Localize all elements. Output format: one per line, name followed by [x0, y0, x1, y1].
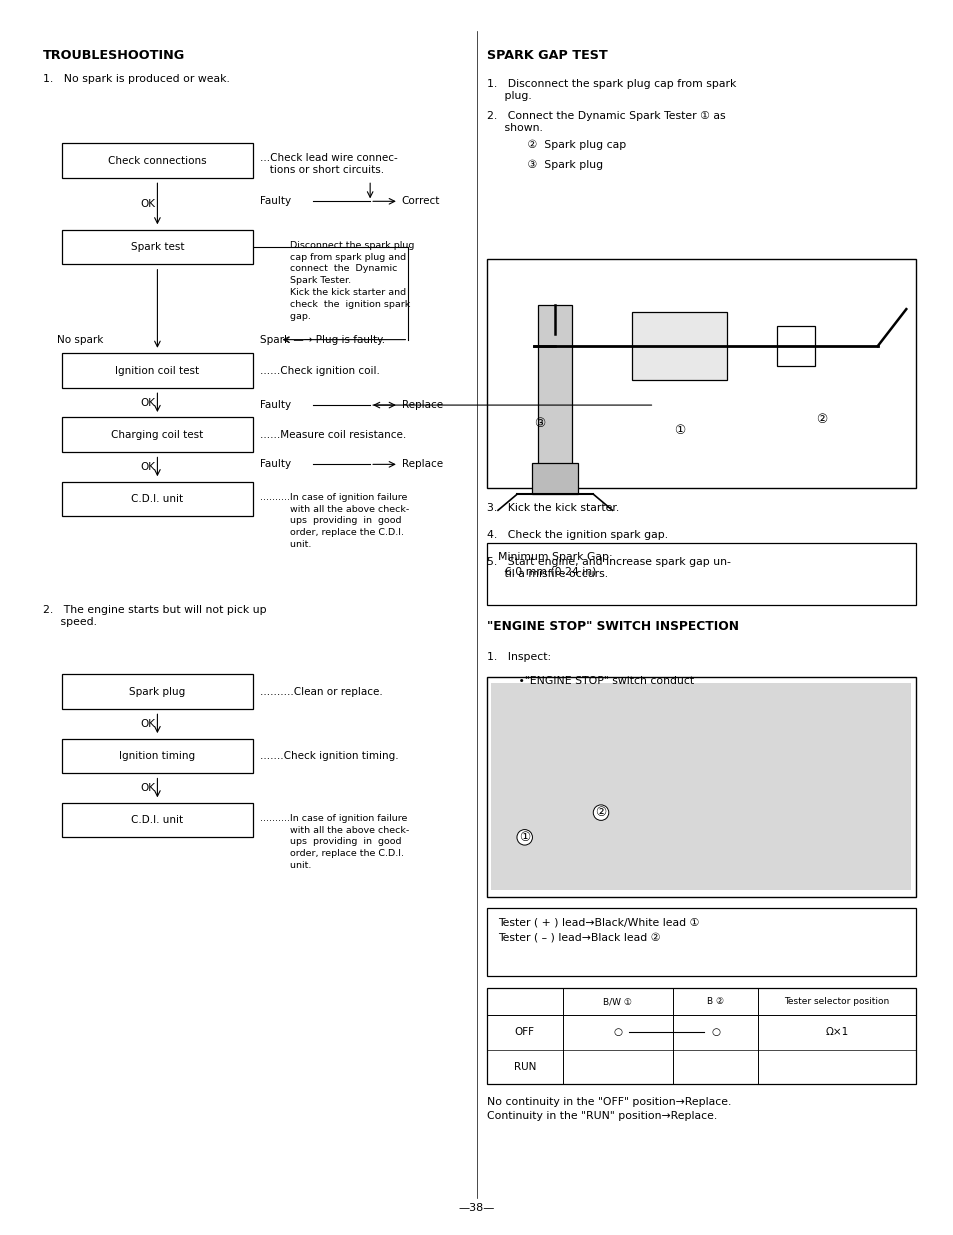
Text: Tester ( + ) lead→Black/White lead ①
Tester ( – ) lead→Black lead ②: Tester ( + ) lead→Black/White lead ① Tes… — [497, 918, 699, 942]
Text: 1.   Inspect:: 1. Inspect: — [486, 652, 550, 662]
Text: OK: OK — [140, 199, 155, 209]
Text: C.D.I. unit: C.D.I. unit — [132, 815, 183, 825]
Text: 3.   Kick the kick starter.: 3. Kick the kick starter. — [486, 503, 618, 513]
Bar — [62, 353, 253, 388]
Text: Charging coil test: Charging coil test — [112, 430, 203, 440]
Text: 5.   Start engine, and increase spark gap un-
     til a misfire occurs.: 5. Start engine, and increase spark gap … — [486, 557, 730, 578]
Bar — [62, 674, 253, 709]
Text: Minimum Spark Gap:
  6.0 mm (0.24 in): Minimum Spark Gap: 6.0 mm (0.24 in) — [497, 552, 612, 576]
Bar — [537, 305, 572, 469]
Bar — [62, 417, 253, 452]
Bar — [62, 739, 253, 773]
Text: 1.   No spark is produced or weak.: 1. No spark is produced or weak. — [43, 74, 230, 84]
Text: ③  Spark plug: ③ Spark plug — [510, 159, 603, 169]
Text: Replace: Replace — [401, 400, 442, 410]
Text: Faulty: Faulty — [260, 400, 292, 410]
Text: Spark —→ Plug is faulty.: Spark —→ Plug is faulty. — [260, 335, 385, 345]
Bar — [62, 230, 253, 264]
Text: OK: OK — [140, 719, 155, 729]
Text: Ignition timing: Ignition timing — [119, 751, 195, 761]
Text: Faulty: Faulty — [260, 459, 292, 469]
Text: 2.   The engine starts but will not pick up
     speed.: 2. The engine starts but will not pick u… — [43, 605, 266, 626]
Text: "ENGINE STOP" SWITCH INSPECTION: "ENGINE STOP" SWITCH INSPECTION — [486, 620, 738, 634]
Text: No continuity in the "OFF" position→Replace.
Continuity in the "RUN" position→Re: No continuity in the "OFF" position→Repl… — [486, 1097, 730, 1120]
Text: ②: ② — [815, 412, 826, 426]
Text: ......Check ignition coil.: ......Check ignition coil. — [260, 366, 380, 375]
Bar — [486, 543, 915, 605]
Text: C.D.I. unit: C.D.I. unit — [132, 494, 183, 504]
Text: OFF: OFF — [515, 1028, 534, 1037]
Text: Replace: Replace — [401, 459, 442, 469]
Text: 1.   Disconnect the spark plug cap from spark
     plug.: 1. Disconnect the spark plug cap from sp… — [486, 79, 735, 100]
Bar — [486, 908, 915, 976]
Text: OK: OK — [140, 398, 155, 408]
Text: TROUBLESHOOTING: TROUBLESHOOTING — [43, 49, 185, 63]
Text: ..........In case of ignition failure
          with all the above check-
      : ..........In case of ignition failure wi… — [260, 814, 409, 871]
Text: ......Measure coil resistance.: ......Measure coil resistance. — [260, 430, 406, 440]
Text: ..........Clean or replace.: ..........Clean or replace. — [260, 687, 383, 697]
Text: •"ENGINE STOP" switch conduct: •"ENGINE STOP" switch conduct — [500, 676, 693, 685]
Text: .......Check ignition timing.: .......Check ignition timing. — [260, 751, 398, 761]
Text: No spark: No spark — [57, 335, 104, 345]
Bar — [532, 463, 578, 494]
Text: ②: ② — [595, 806, 606, 819]
Text: RUN: RUN — [513, 1062, 536, 1072]
Text: B ②: B ② — [706, 997, 723, 1007]
Text: 4.   Check the ignition spark gap.: 4. Check the ignition spark gap. — [486, 530, 667, 540]
Bar — [62, 143, 253, 178]
Text: 2.   Connect the Dynamic Spark Tester ① as
     shown.: 2. Connect the Dynamic Spark Tester ① as… — [486, 111, 724, 132]
Text: Correct: Correct — [401, 196, 439, 206]
Text: Check connections: Check connections — [108, 156, 207, 165]
Text: Ignition coil test: Ignition coil test — [115, 366, 199, 375]
Text: Spark plug: Spark plug — [130, 687, 185, 697]
Text: OK: OK — [140, 783, 155, 793]
Text: ○: ○ — [613, 1028, 621, 1037]
Text: ②  Spark plug cap: ② Spark plug cap — [510, 140, 626, 149]
Bar — [486, 988, 915, 1084]
Bar — [62, 803, 253, 837]
Text: Faulty: Faulty — [260, 196, 292, 206]
Bar — [631, 312, 726, 380]
Text: B/W ①: B/W ① — [602, 997, 632, 1007]
Text: SPARK GAP TEST: SPARK GAP TEST — [486, 49, 607, 63]
Text: OK: OK — [140, 462, 155, 472]
Text: ③: ③ — [534, 417, 545, 430]
Text: ①: ① — [518, 831, 530, 844]
Bar — [491, 683, 910, 890]
Text: ①: ① — [674, 424, 684, 437]
Text: Ω×1: Ω×1 — [824, 1028, 848, 1037]
Text: ...Check lead wire connec-
   tions or short circuits.: ...Check lead wire connec- tions or shor… — [260, 153, 397, 174]
Text: ..........Disconnect the spark plug
          cap from spark plug and
          : ..........Disconnect the spark plug cap … — [260, 241, 415, 321]
Text: ○: ○ — [710, 1028, 720, 1037]
Text: ..........In case of ignition failure
          with all the above check-
      : ..........In case of ignition failure wi… — [260, 493, 409, 550]
Bar — [776, 326, 814, 366]
Text: Tester selector position: Tester selector position — [783, 997, 889, 1007]
Bar — [486, 677, 915, 897]
Text: —38—: —38— — [458, 1203, 495, 1213]
Text: Spark test: Spark test — [131, 242, 184, 252]
Bar — [486, 259, 915, 488]
Bar — [62, 482, 253, 516]
